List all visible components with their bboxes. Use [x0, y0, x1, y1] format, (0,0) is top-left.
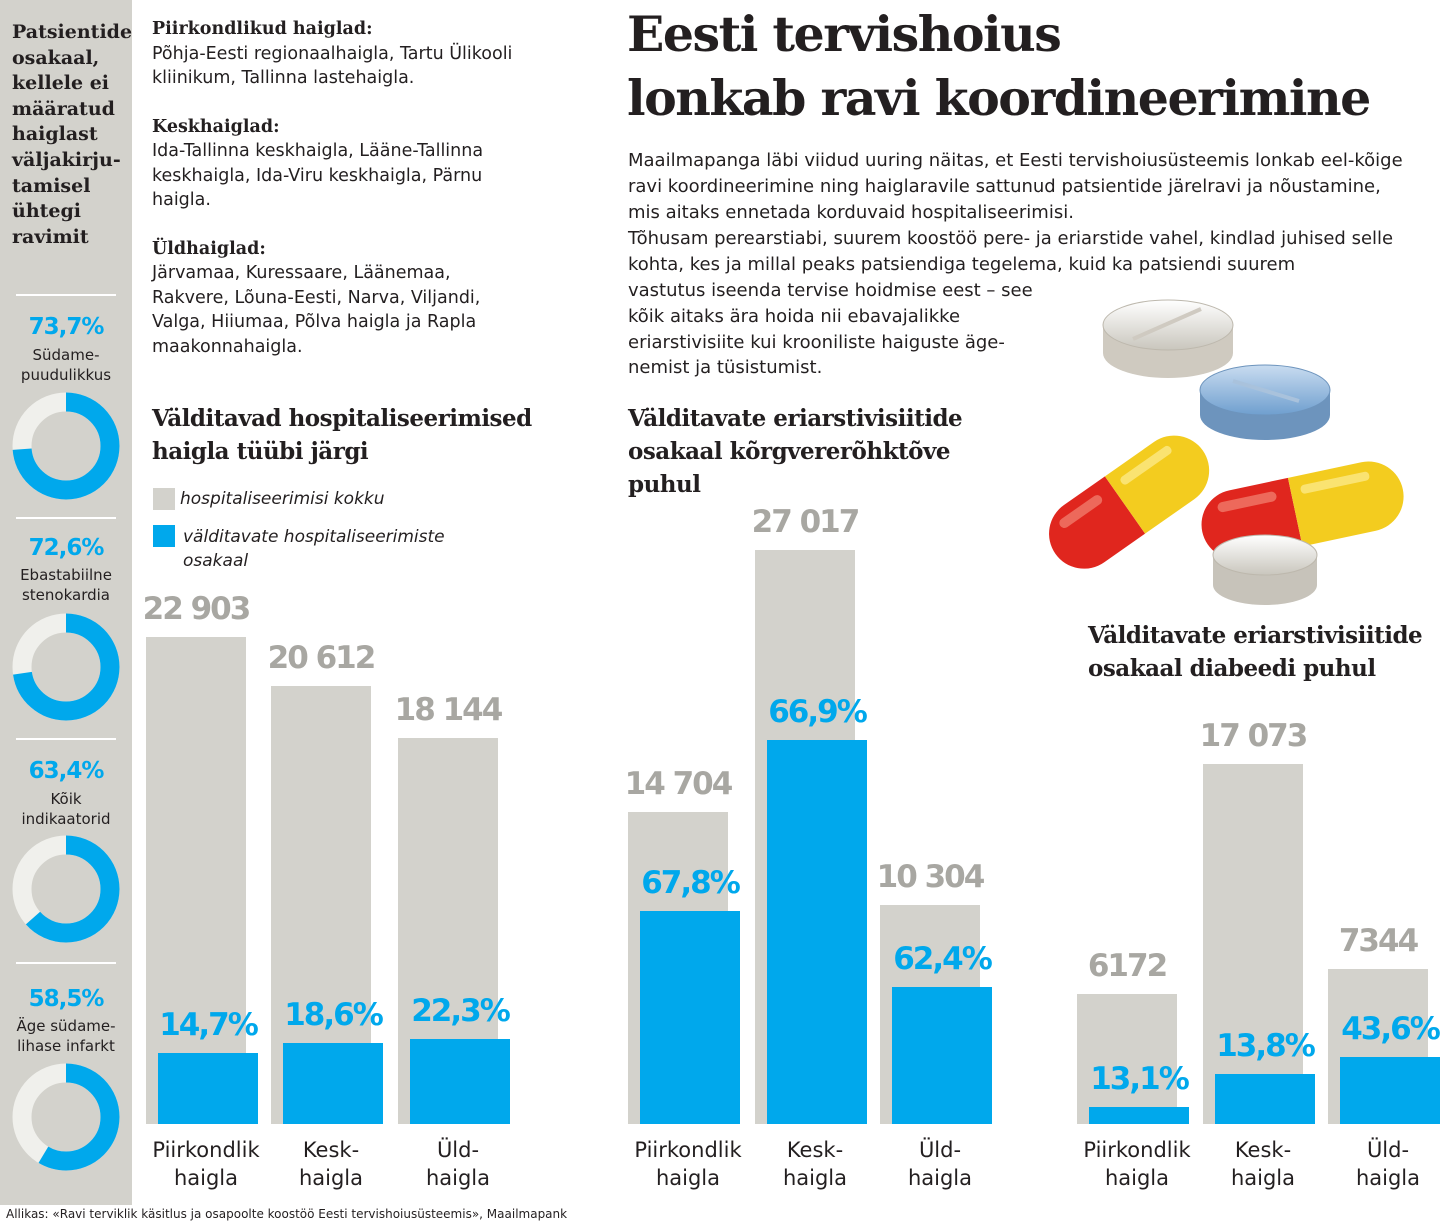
- bar-share: [892, 987, 992, 1124]
- bar-share-label: 13,8%: [1216, 1028, 1316, 1064]
- hospital-types-list: Piirkondlikud haiglad: Põhja-Eesti regio…: [152, 17, 532, 359]
- bar-total-label: 22 903: [142, 591, 252, 627]
- chart-1-title: Välditavad hospitaliseerimised haigla tü…: [152, 405, 532, 465]
- sidebar-divider: [16, 294, 116, 296]
- donut-fill-arc: [12, 392, 120, 500]
- bar-share-label: 14,7%: [159, 1007, 259, 1043]
- source-note: Allikas: «Ravi terviklik käsitlus ja osa…: [6, 1207, 568, 1221]
- bar-total: [1203, 764, 1303, 1124]
- sidebar-item-label: Kõik indikaatorid: [21, 790, 111, 828]
- category-label: Piirkondlik haigla: [1083, 1138, 1191, 1190]
- sidebar-title: Patsientide osakaal, kellele ei määratud…: [12, 21, 133, 248]
- bar-share: [283, 1043, 383, 1124]
- bar-share: [158, 1053, 258, 1124]
- sidebar-divider: [16, 738, 116, 740]
- bar-share: [1340, 1057, 1440, 1124]
- category-label: Piirkondlik haigla: [152, 1138, 260, 1190]
- sidebar-divider: [16, 517, 116, 519]
- bar-share-label: 67,8%: [641, 865, 741, 901]
- bar-total-label: 6172: [1087, 947, 1168, 984]
- sidebar-item-label: Südame- puudulikkus: [20, 346, 112, 384]
- bar-total-label: 14 704: [624, 765, 734, 802]
- category-label: Üld- haigla: [425, 1138, 491, 1190]
- pills-illustration: [1049, 299, 1404, 605]
- bar-share: [410, 1039, 510, 1124]
- donut-chart: [12, 392, 120, 500]
- sidebar-panel: [0, 0, 132, 1205]
- donut-chart: [12, 835, 120, 943]
- bar-share: [640, 911, 740, 1124]
- sidebar-item-value: 73,7%: [28, 314, 105, 340]
- bar-total-label: 18 144: [394, 692, 504, 729]
- donut-chart: [12, 613, 120, 721]
- intro-paragraph-1: Maailmapanga läbi viidud uuring näitas, …: [628, 150, 1403, 223]
- category-label: Kesk- haigla: [782, 1138, 848, 1190]
- bar-share-label: 62,4%: [893, 941, 993, 977]
- bar-total-label: 27 017: [751, 504, 861, 540]
- page-title-line-1: Eesti tervishoius: [627, 5, 1062, 63]
- bar-total-label: 7344: [1338, 923, 1419, 960]
- sidebar-item-label: Ebastabiilne stenokardia: [20, 566, 112, 604]
- regional-list: Põhja-Eesti regionaalhaigla, Tartu Üliko…: [152, 43, 513, 89]
- bar-share-label: 13,1%: [1090, 1061, 1190, 1097]
- chart-2-title: Välditavate eriarstivisiitide osakaal kõ…: [628, 405, 963, 498]
- sidebar-item-value: 72,6%: [28, 535, 105, 561]
- donut-fill-arc: [12, 1063, 120, 1171]
- bar-share-label: 43,6%: [1341, 1011, 1441, 1047]
- bar-share: [1089, 1107, 1189, 1124]
- intro-paragraph-2: Tõhusam perearstiabi, suurem koostöö per…: [628, 228, 1394, 275]
- central-list: Ida-Tallinna keskhaigla, Lääne-Tallinna …: [152, 141, 484, 210]
- donut-fill-arc: [12, 835, 120, 943]
- bar-total-label: 10 304: [876, 859, 986, 896]
- bar-share-label: 66,9%: [768, 694, 868, 730]
- legend-share-label: välditavate hospitaliseerimiste osakaal: [183, 527, 445, 571]
- sidebar-item-label: Äge südame- lihase infarkt: [16, 1017, 116, 1055]
- category-label: Üld- haigla: [907, 1138, 973, 1190]
- bar-total-label: 20 612: [267, 639, 377, 676]
- category-label: Kesk- haigla: [1230, 1138, 1296, 1190]
- legend-swatch-total: [153, 488, 175, 510]
- general-heading: Üldhaiglad:: [152, 238, 266, 259]
- bar-share-label: 22,3%: [411, 993, 511, 1029]
- legend-swatch-share: [153, 525, 175, 547]
- page-title-line-2: lonkab ravi koordineerimine: [627, 69, 1371, 127]
- bar-total-label: 17 073: [1199, 718, 1309, 754]
- chart-3-title: Välditavate eriarstivisiitide osakaal di…: [1088, 622, 1423, 682]
- intro-paragraph-3: vastutus iseenda tervise hoidmise eest –…: [628, 280, 1033, 379]
- bar-share: [767, 740, 867, 1124]
- central-heading: Keskhaiglad:: [152, 116, 280, 137]
- category-label: Üld- haigla: [1355, 1138, 1421, 1190]
- page-title: Eesti tervishoius lonkab ravi koordineer…: [627, 2, 1427, 130]
- category-label: Piirkondlik haigla: [634, 1138, 742, 1190]
- donut-chart: [12, 1063, 120, 1171]
- sidebar-item-value: 58,5%: [28, 986, 105, 1012]
- legend-total-label: hospitaliseerimisi kokku: [180, 489, 385, 509]
- general-list: Järvamaa, Kuressaare, Läänemaa, Rakvere,…: [152, 263, 481, 357]
- bar-share-label: 18,6%: [284, 997, 384, 1033]
- category-label: Kesk- haigla: [298, 1138, 364, 1190]
- regional-heading: Piirkondlikud haiglad:: [152, 19, 373, 39]
- sidebar-item-value: 63,4%: [28, 758, 105, 784]
- bar-total: [146, 637, 246, 1124]
- donut-fill-arc: [12, 613, 120, 721]
- bar-share: [1215, 1074, 1315, 1124]
- bar-total: [1077, 993, 1177, 1124]
- sidebar-divider: [16, 962, 116, 964]
